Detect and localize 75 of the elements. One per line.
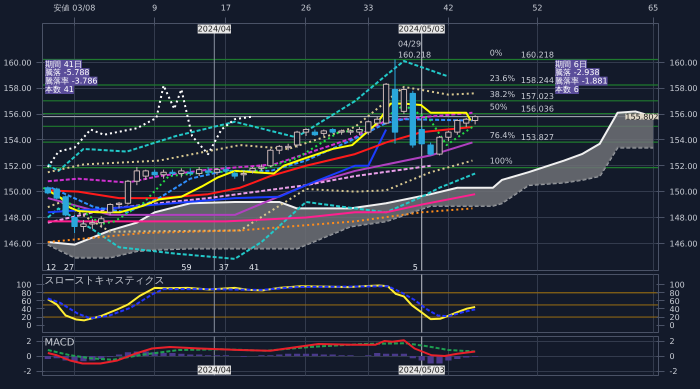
y-tick-label: 100 xyxy=(16,280,32,290)
annotation: 2024/04 xyxy=(198,24,231,34)
x-tick-label: 26 xyxy=(300,4,312,12)
annotation: 2024/05/03 xyxy=(398,366,445,374)
x-tick-label: 安値 03/08 xyxy=(54,4,96,12)
annotation: 騰落 -5.788 xyxy=(45,68,90,78)
y2-tick-label: 2 xyxy=(670,337,675,346)
annotation: 157.023 xyxy=(520,92,554,101)
y-tick-label: 40 xyxy=(21,304,32,314)
annotation: 期間 6日 xyxy=(555,60,587,69)
x-tick-label: 9 xyxy=(152,4,158,12)
y2-tick-label: 152.00 xyxy=(670,162,698,171)
y-tick-label: -2 xyxy=(24,367,32,376)
y-tick-label: 0 xyxy=(26,352,32,361)
y2-tick-label: 0 xyxy=(670,352,675,361)
annotation: 期間 41日 xyxy=(45,60,82,69)
y2-tick-label: 0 xyxy=(670,321,675,330)
y2-tick-label: 100 xyxy=(670,280,685,290)
ref-line-label: 155.802 xyxy=(625,112,659,122)
y2-tick-label: 40 xyxy=(670,304,680,314)
y-tick-label: 152.00 xyxy=(4,162,32,171)
annotation: 160.218 xyxy=(520,50,554,60)
y2-tick-label: 146.00 xyxy=(670,239,698,248)
y2-tick-label: 60 xyxy=(670,296,680,306)
annotation: 騰落 -2.938 xyxy=(555,68,600,78)
x-tick-label: 42 xyxy=(443,4,454,12)
annotation: 2024/04 xyxy=(198,366,231,374)
annotation: 59 xyxy=(181,262,192,272)
annotation: 騰落率 -3.786 xyxy=(45,76,98,86)
annotation: 41 xyxy=(249,262,260,272)
y-tick-label: 20 xyxy=(21,313,32,322)
y2-tick-label: 20 xyxy=(670,313,680,322)
annotation: 5 xyxy=(412,262,418,272)
y-tick-label: 150.00 xyxy=(4,188,32,197)
y2-tick-label: 156.00 xyxy=(670,110,698,120)
y2-tick-label: 160.00 xyxy=(670,58,698,68)
annotation: 100% xyxy=(490,156,513,166)
y2-tick-label: 158.00 xyxy=(670,84,698,94)
y-tick-label: 158.00 xyxy=(4,84,32,94)
annotation: 04/29 xyxy=(398,39,422,48)
annotation: 27 xyxy=(64,262,74,272)
y-tick-label: 0 xyxy=(26,321,32,330)
annotation: 23.6% xyxy=(490,74,516,84)
annotation: 0% xyxy=(490,48,503,58)
chart-title: スローストキャスティクス xyxy=(44,276,164,286)
chart-title: MACD xyxy=(44,338,75,348)
annotation: 2024/05/03 xyxy=(398,24,445,34)
annotation: 76.4% xyxy=(490,131,516,140)
y-tick-label: 2 xyxy=(26,337,32,346)
annotation: 12 xyxy=(46,262,56,272)
x-tick-label: 17 xyxy=(220,4,231,12)
y-tick-label: 60 xyxy=(21,296,32,306)
x-tick-label: 65 xyxy=(648,4,658,12)
y2-tick-label: 80 xyxy=(670,288,680,298)
y-tick-label: 154.00 xyxy=(4,136,32,145)
x-tick-label: 33 xyxy=(363,4,374,12)
y-tick-label: 148.00 xyxy=(4,213,32,222)
annotation: 50% xyxy=(490,102,508,112)
y2-tick-label: -2 xyxy=(670,367,678,376)
annotation: 騰落率 -1.881 xyxy=(555,76,608,86)
annotation: 156.036 xyxy=(520,104,554,114)
y-tick-label: 146.00 xyxy=(4,239,32,248)
x-tick-label: 52 xyxy=(532,4,543,12)
y-tick-label: 160.00 xyxy=(4,58,32,68)
annotation: 37 xyxy=(218,262,229,272)
y2-tick-label: 154.00 xyxy=(670,136,698,145)
annotation: 153.827 xyxy=(520,133,554,142)
y2-tick-label: 150.00 xyxy=(670,188,698,197)
annotation: 本数 6 xyxy=(555,84,579,94)
y-tick-label: 80 xyxy=(21,288,32,298)
annotation: 本数 41 xyxy=(45,84,74,94)
y-tick-label: 156.00 xyxy=(4,110,32,120)
annotation: 158.244 xyxy=(520,76,554,86)
y2-tick-label: 148.00 xyxy=(670,213,698,222)
annotation: 38.2% xyxy=(490,90,516,99)
